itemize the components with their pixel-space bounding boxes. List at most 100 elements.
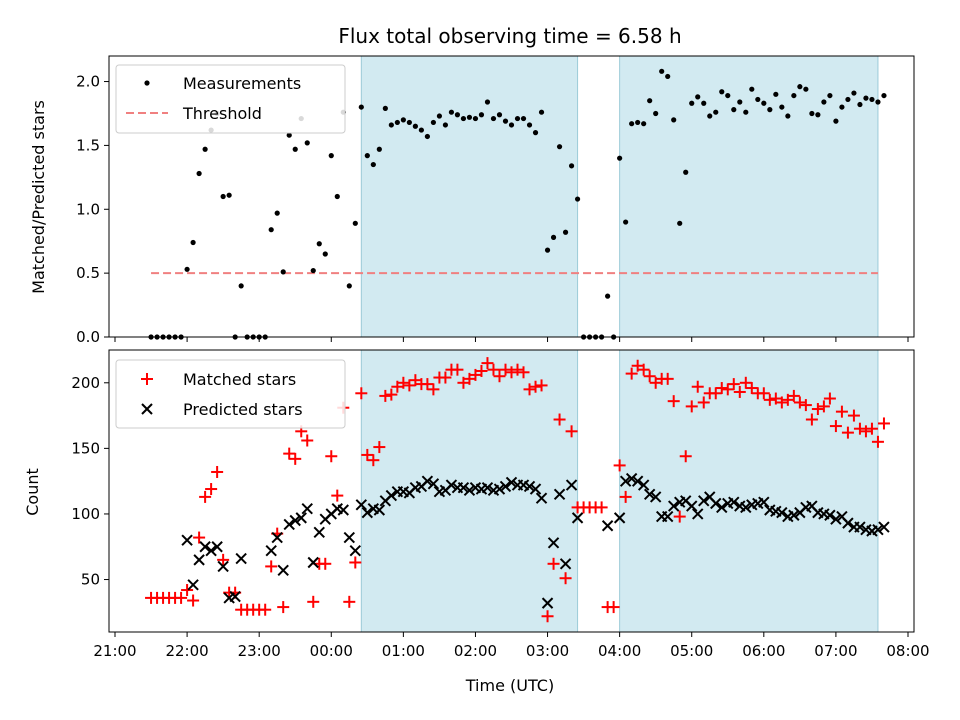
measurement-point [797, 84, 803, 90]
matched-star-marker [559, 572, 572, 585]
matched-star-marker [649, 376, 662, 389]
predicted-star-marker [313, 526, 325, 539]
measurement-point [334, 193, 340, 200]
predicted-star-marker [872, 523, 884, 536]
x-tick-label: 02:00 [454, 642, 497, 660]
matched-star-marker [805, 413, 818, 426]
observing-interval-2 [619, 55, 879, 338]
y-tick-label: 0.0 [76, 328, 100, 346]
predicted-star-marker [289, 514, 301, 527]
predicted-star-marker [205, 544, 217, 557]
predicted-star-marker [271, 531, 283, 544]
matched-star-marker [823, 392, 836, 405]
matched-star-marker [859, 425, 872, 438]
predicted-star-marker [493, 483, 506, 495]
matched-star-marker [625, 367, 638, 380]
matched-star-marker [523, 383, 536, 396]
measurement-point [226, 192, 232, 198]
predicted-star-marker [343, 531, 356, 544]
predicted-star-marker [625, 472, 638, 485]
predicted-star-marker [571, 512, 584, 524]
measurement-point [346, 283, 352, 289]
predicted-star-marker [337, 504, 349, 516]
matched-star-marker [307, 595, 320, 608]
matched-star-marker [685, 400, 698, 413]
measurement-point [719, 89, 725, 95]
predicted-star-marker [499, 480, 512, 493]
measurement-point [352, 220, 358, 226]
measurement-point [881, 92, 887, 99]
y-tick-label: 1.5 [76, 136, 100, 154]
measurement-point [785, 113, 791, 119]
matched-star-marker [301, 434, 314, 447]
measurement-point [629, 121, 635, 127]
measurement-point [713, 109, 719, 115]
matched-star-marker [409, 374, 422, 387]
measurement-point [562, 229, 569, 235]
matched-star-marker [265, 560, 278, 573]
predicted-star-marker [643, 488, 656, 500]
matched-star-marker [787, 389, 800, 402]
measurement-point [220, 193, 226, 200]
x-tick-label: 03:00 [526, 642, 569, 660]
measurement-point [857, 101, 863, 108]
measurement-point [364, 153, 370, 159]
measurement-point [773, 91, 779, 97]
predicted-star-marker [277, 564, 289, 577]
matched-star-marker [691, 380, 704, 393]
predicted-star-marker [301, 502, 313, 515]
matched-star-marker [493, 370, 506, 383]
measurement-point [815, 112, 821, 118]
matched-star-marker [421, 378, 434, 391]
p1-axes: 21:00 22:00 23:00 00:00 01:00 02:00 03:00 04:00… [71, 374, 929, 660]
predicted-star-marker [824, 509, 836, 521]
matched-star-marker [547, 557, 560, 570]
matched-star-marker [595, 501, 608, 514]
y-tick-label: 2.0 [76, 73, 100, 91]
predicted-star-marker [788, 509, 800, 521]
matched-star-marker [565, 425, 578, 438]
matched-star-marker [697, 396, 710, 409]
predicted-star-marker [686, 500, 698, 512]
measurement-point [430, 119, 437, 126]
matched-star-marker [343, 595, 356, 608]
x-tick-label: 22:00 [165, 642, 208, 660]
measurement-point [568, 163, 575, 169]
measurement-point [851, 90, 857, 96]
measurement-point [328, 153, 334, 159]
matched-star-marker [793, 396, 806, 409]
measurement-point [725, 92, 731, 99]
predicted-star-marker [619, 475, 632, 487]
measurement-point [821, 99, 827, 105]
matched-star-marker [373, 441, 386, 454]
y-tick-label: 200 [71, 374, 100, 392]
legend-matched-label: Matched stars [183, 370, 296, 389]
matched-star-marker [619, 490, 632, 503]
predicted-star-marker [535, 492, 548, 504]
matched-star-marker [667, 395, 680, 408]
predicted-star-marker [830, 513, 842, 525]
x-tick-label: 01:00 [382, 642, 425, 660]
x-tick-label: 08:00 [886, 642, 929, 660]
predicted-star-marker [445, 479, 458, 491]
predicted-star-marker [758, 496, 770, 508]
bottom-panel: 21:00 22:00 23:00 00:00 01:00 02:00 03:00 04:00… [23, 349, 930, 695]
measurement-point [809, 110, 815, 117]
measurement-point [683, 169, 689, 175]
measurement-point [388, 122, 394, 128]
matched-star-marker [283, 447, 296, 460]
measurement-point [863, 95, 869, 101]
matched-star-marker [811, 403, 824, 416]
predicted-star-marker [523, 480, 536, 493]
predicted-star-marker [307, 556, 319, 569]
p1-ylabel: Count [23, 468, 42, 516]
measurement-point [268, 227, 274, 233]
matched-star-marker [505, 366, 518, 379]
matched-star-marker [781, 393, 794, 406]
predicted-star-marker [878, 521, 890, 533]
measurement-point [412, 123, 418, 129]
matched-star-marker [217, 553, 230, 566]
predicted-star-marker [667, 500, 680, 512]
legend-measurements-label: Measurements [183, 74, 301, 93]
measurement-point [526, 122, 533, 128]
